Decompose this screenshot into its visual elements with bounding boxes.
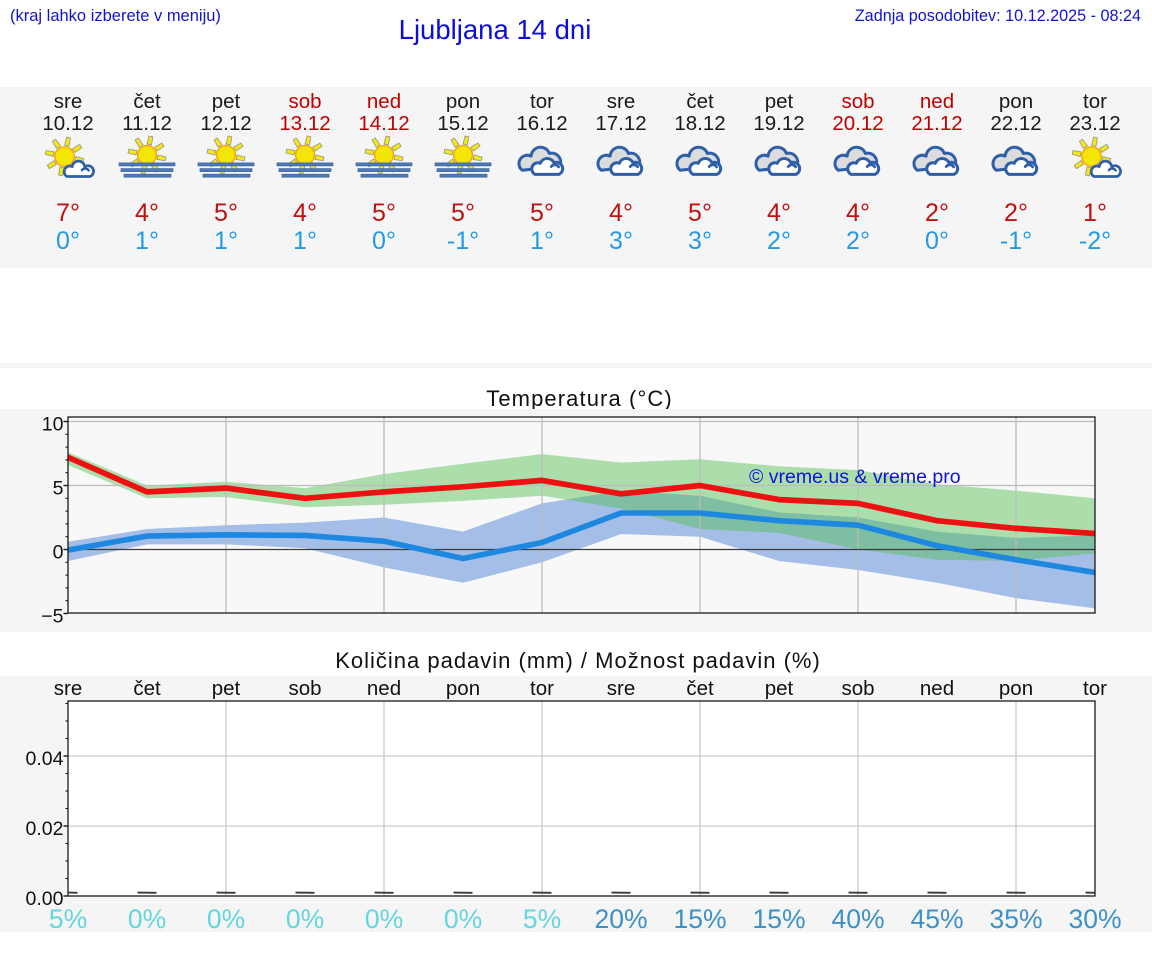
svg-text:1°: 1° xyxy=(135,227,159,255)
svg-text:13.12: 13.12 xyxy=(279,112,330,135)
svg-text:10: 10 xyxy=(42,414,64,436)
svg-text:pet: pet xyxy=(212,677,241,700)
svg-text:sre: sre xyxy=(607,677,635,700)
svg-text:14.12: 14.12 xyxy=(358,112,409,135)
svg-text:0%: 0% xyxy=(207,904,245,932)
svg-text:10.12: 10.12 xyxy=(42,112,93,135)
svg-text:1°: 1° xyxy=(214,227,238,255)
svg-text:19.12: 19.12 xyxy=(753,112,804,135)
svg-text:4°: 4° xyxy=(609,199,633,227)
svg-text:ned: ned xyxy=(367,677,401,700)
svg-text:sob: sob xyxy=(841,90,874,113)
svg-text:ned: ned xyxy=(367,90,401,113)
svg-text:© vreme.us & vreme.pro: © vreme.us & vreme.pro xyxy=(749,466,961,488)
svg-text:tor: tor xyxy=(530,90,554,113)
svg-text:3°: 3° xyxy=(688,227,712,255)
svg-text:ned: ned xyxy=(920,90,954,113)
svg-text:5%: 5% xyxy=(49,904,87,932)
svg-text:-1°: -1° xyxy=(447,227,479,255)
svg-text:pon: pon xyxy=(446,90,480,113)
svg-text:4°: 4° xyxy=(846,199,870,227)
svg-text:2°: 2° xyxy=(1004,199,1028,227)
svg-text:45%: 45% xyxy=(910,904,963,932)
svg-text:sob: sob xyxy=(288,677,321,700)
svg-text:tor: tor xyxy=(1083,677,1107,700)
svg-text:4°: 4° xyxy=(293,199,317,227)
svg-text:0°: 0° xyxy=(56,227,80,255)
svg-text:5%: 5% xyxy=(523,904,561,932)
svg-text:40%: 40% xyxy=(831,904,884,932)
svg-text:4°: 4° xyxy=(135,199,159,227)
svg-text:15%: 15% xyxy=(673,904,726,932)
svg-text:čet: čet xyxy=(686,677,714,700)
svg-text:tor: tor xyxy=(1083,90,1107,113)
svg-text:5°: 5° xyxy=(214,199,238,227)
svg-text:1°: 1° xyxy=(1083,199,1107,227)
svg-text:5°: 5° xyxy=(688,199,712,227)
svg-text:pon: pon xyxy=(446,677,480,700)
svg-text:-1°: -1° xyxy=(1000,227,1032,255)
svg-text:0.00: 0.00 xyxy=(26,888,64,910)
svg-text:sob: sob xyxy=(841,677,874,700)
svg-text:17.12: 17.12 xyxy=(595,112,646,135)
svg-text:7°: 7° xyxy=(56,199,80,227)
svg-text:sre: sre xyxy=(54,677,82,700)
svg-text:21.12: 21.12 xyxy=(911,112,962,135)
svg-text:0%: 0% xyxy=(444,904,482,932)
svg-text:2°: 2° xyxy=(846,227,870,255)
svg-text:0%: 0% xyxy=(286,904,324,932)
svg-text:1°: 1° xyxy=(530,227,554,255)
svg-text:pet: pet xyxy=(765,677,794,700)
svg-text:30%: 30% xyxy=(1068,904,1121,932)
svg-text:pet: pet xyxy=(765,90,794,113)
svg-text:pon: pon xyxy=(999,677,1033,700)
svg-text:2°: 2° xyxy=(767,227,791,255)
svg-text:11.12: 11.12 xyxy=(122,112,172,135)
svg-text:23.12: 23.12 xyxy=(1069,112,1120,135)
svg-text:0%: 0% xyxy=(128,904,166,932)
svg-text:-2°: -2° xyxy=(1079,227,1111,255)
svg-text:5°: 5° xyxy=(530,199,554,227)
svg-text:18.12: 18.12 xyxy=(674,112,725,135)
svg-text:4°: 4° xyxy=(767,199,791,227)
svg-text:5: 5 xyxy=(53,478,64,500)
svg-text:1°: 1° xyxy=(293,227,317,255)
svg-text:čet: čet xyxy=(686,90,714,113)
svg-text:ned: ned xyxy=(920,677,954,700)
svg-text:16.12: 16.12 xyxy=(516,112,567,135)
svg-text:12.12: 12.12 xyxy=(200,112,251,135)
svg-text:0.02: 0.02 xyxy=(26,818,64,840)
svg-text:čet: čet xyxy=(133,90,161,113)
svg-text:0°: 0° xyxy=(372,227,396,255)
svg-text:0.04: 0.04 xyxy=(26,748,64,770)
svg-text:sre: sre xyxy=(607,90,635,113)
svg-text:pon: pon xyxy=(999,90,1033,113)
svg-text:2°: 2° xyxy=(925,199,949,227)
svg-text:0%: 0% xyxy=(365,904,403,932)
svg-text:15%: 15% xyxy=(752,904,805,932)
svg-text:20.12: 20.12 xyxy=(832,112,883,135)
svg-text:sob: sob xyxy=(288,90,321,113)
svg-text:5°: 5° xyxy=(451,199,475,227)
svg-text:0: 0 xyxy=(53,542,64,564)
svg-text:5°: 5° xyxy=(372,199,396,227)
svg-text:35%: 35% xyxy=(989,904,1042,932)
svg-text:čet: čet xyxy=(133,677,161,700)
svg-text:15.12: 15.12 xyxy=(437,112,488,135)
svg-text:tor: tor xyxy=(530,677,554,700)
svg-text:sre: sre xyxy=(54,90,82,113)
svg-text:0°: 0° xyxy=(925,227,949,255)
svg-text:pet: pet xyxy=(212,90,241,113)
svg-text:22.12: 22.12 xyxy=(990,112,1041,135)
svg-text:−5: −5 xyxy=(41,606,63,628)
svg-text:3°: 3° xyxy=(609,227,633,255)
svg-text:20%: 20% xyxy=(594,904,647,932)
